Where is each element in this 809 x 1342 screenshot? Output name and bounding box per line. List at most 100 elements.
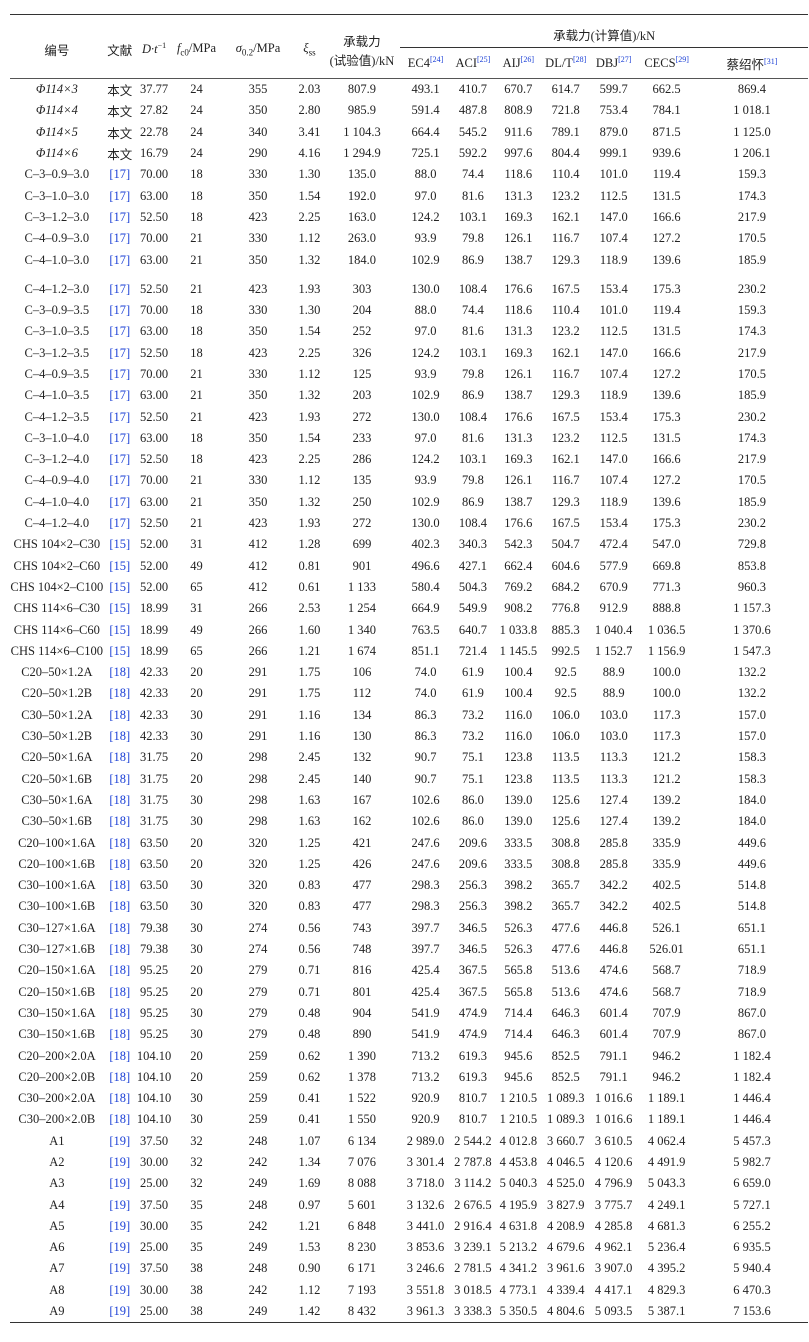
cell-specimen-id: C–4–1.0–3.5 (24, 388, 90, 403)
cell-cai: 132.2 (737, 665, 766, 680)
cell-dbj: 147.0 (599, 345, 628, 360)
table-row: C30–200×2.0B [18] 104.10 30 259 0.41 1 550 920.… (10, 1109, 808, 1130)
cell-cecs: 166.6 (652, 345, 681, 360)
cell-dbj: 999.1 (599, 146, 628, 161)
cell-source[interactable]: [17] (109, 303, 131, 318)
cell-source[interactable]: [18] (109, 920, 131, 935)
table-row: C–4–1.0–3.5 [17] 63.00 21 350 1.32 203 102.9 86.… (10, 385, 808, 406)
cell-source[interactable]: [18] (109, 1112, 131, 1127)
cell-source[interactable]: [17] (109, 281, 131, 296)
cell-source[interactable]: [18] (109, 1091, 131, 1106)
cell-source[interactable]: [19] (109, 1197, 131, 1212)
cell-source[interactable]: [18] (109, 686, 131, 701)
cell-cecs: 131.5 (652, 430, 681, 445)
cell-source[interactable]: [15] (109, 622, 131, 637)
cell-source[interactable]: [17] (109, 252, 131, 267)
table-row: C20–200×2.0A [18] 104.10 20 259 0.62 1 390 713.… (10, 1045, 808, 1066)
cell-d-t-ratio: 70.00 (140, 367, 169, 381)
cell-source[interactable]: [15] (109, 579, 131, 594)
cell-sigma02: 291 (248, 665, 268, 680)
cell-sigma02: 279 (248, 1005, 268, 1020)
cell-dlt: 477.6 (551, 920, 580, 935)
reference-link[interactable]: [27] (618, 54, 632, 64)
cell-source[interactable]: [17] (109, 388, 131, 403)
cell-fc0: 38 (172, 1300, 221, 1324)
table-row: A7 [19] 37.50 38 248 0.90 6 171 3 246.6 2 781.5 4… (10, 1258, 808, 1279)
cell-cecs: 127.2 (652, 231, 681, 246)
cell-test-load: 6 171 (347, 1261, 376, 1276)
cell-source[interactable]: [17] (109, 324, 131, 339)
cell-source[interactable]: [18] (109, 750, 131, 765)
cell-dbj: 153.4 (599, 409, 628, 424)
reference-link[interactable]: [31] (764, 56, 778, 66)
cell-source[interactable]: [17] (109, 409, 131, 424)
table-row: C–4–0.9–3.0 [17] 70.00 21 330 1.12 263.0 93.9 79… (10, 228, 808, 249)
cell-source[interactable]: [18] (109, 899, 131, 914)
cell-cecs: 4 249.1 (647, 1197, 686, 1212)
cell-source[interactable]: [19] (109, 1240, 131, 1255)
cell-source[interactable]: [19] (109, 1133, 131, 1148)
cell-xi-ss: 1.63 (298, 792, 321, 807)
cell-source[interactable]: [19] (109, 1176, 131, 1191)
cell-d-t-ratio: 25.00 (140, 1240, 169, 1255)
cell-source[interactable]: [18] (109, 771, 131, 786)
cell-specimen-id: C–4–1.2–4.0 (24, 516, 90, 531)
cell-source[interactable]: [17] (109, 188, 131, 203)
cell-source[interactable]: [18] (109, 729, 131, 744)
cell-source[interactable]: [17] (109, 209, 131, 224)
reference-link[interactable]: [25] (477, 54, 491, 64)
cell-source[interactable]: [18] (109, 942, 131, 957)
cell-source[interactable]: [18] (109, 856, 131, 871)
cell-dlt: 167.5 (551, 281, 580, 296)
cell-source[interactable]: [17] (109, 430, 131, 445)
cell-source[interactable]: [18] (109, 835, 131, 850)
cell-source[interactable]: [19] (109, 1261, 131, 1276)
cell-dlt: 308.8 (551, 835, 580, 850)
cell-source[interactable]: [15] (109, 601, 131, 616)
cell-source[interactable]: [15] (109, 558, 131, 573)
cell-source[interactable]: [18] (109, 1069, 131, 1084)
cell-source[interactable]: [19] (103, 1300, 136, 1324)
cell-source[interactable]: [17] (109, 452, 131, 467)
cell-source[interactable]: [17] (109, 473, 131, 488)
reference-link[interactable]: [29] (675, 54, 689, 64)
cell-source[interactable]: [19] (109, 1218, 131, 1233)
reference-link[interactable]: [26] (520, 54, 534, 64)
cell-source[interactable]: [18] (109, 1048, 131, 1063)
cell-source[interactable]: [17] (109, 167, 131, 182)
cell-source[interactable]: [19] (109, 1154, 131, 1169)
cell-dbj: 342.2 (599, 899, 628, 914)
cell-source[interactable]: [17] (109, 231, 131, 246)
reference-link[interactable]: [24] (429, 54, 444, 64)
cell-source[interactable]: [18] (109, 1027, 131, 1042)
cell-source[interactable]: [17] (109, 494, 131, 509)
cell-xi-ss: 1.42 (295, 1300, 324, 1324)
cell-source[interactable]: [18] (109, 963, 131, 978)
cell-cai: 514.8 (737, 899, 766, 914)
cell-xi-ss: 2.45 (298, 750, 321, 765)
cell-source[interactable]: [15] (109, 643, 131, 658)
reference-link[interactable]: [28] (572, 54, 587, 64)
cell-source[interactable]: [18] (109, 707, 131, 722)
cell-d-t-ratio: 104.10 (136, 1112, 172, 1127)
cell-source: 本文 (107, 84, 133, 99)
cell-source[interactable]: [15] (109, 537, 131, 552)
cell-source[interactable]: [17] (109, 345, 131, 360)
cell-cecs: 335.9 (652, 856, 681, 871)
cell-cai: 158.3 (737, 750, 766, 765)
cell-source[interactable]: [18] (109, 814, 131, 829)
cell-source[interactable]: [18] (109, 878, 131, 893)
cell-source[interactable]: [18] (109, 1005, 131, 1020)
cell-cecs: 127.2 (652, 367, 681, 381)
cell-aci: 74.4 (461, 303, 484, 318)
cell-sigma02: 298 (248, 814, 268, 829)
cell-source[interactable]: [17] (109, 516, 131, 531)
header-test-load: 承载力 (试验值)/kN (323, 14, 401, 79)
cell-source[interactable]: [18] (109, 984, 131, 999)
cell-test-load: 135.0 (347, 167, 376, 182)
cell-source[interactable]: [17] (109, 367, 131, 381)
cell-specimen-id: CHS 114×6–C100 (10, 643, 104, 658)
cell-source[interactable]: [18] (109, 665, 131, 680)
cell-source[interactable]: [19] (109, 1282, 131, 1297)
cell-source[interactable]: [18] (109, 792, 131, 807)
